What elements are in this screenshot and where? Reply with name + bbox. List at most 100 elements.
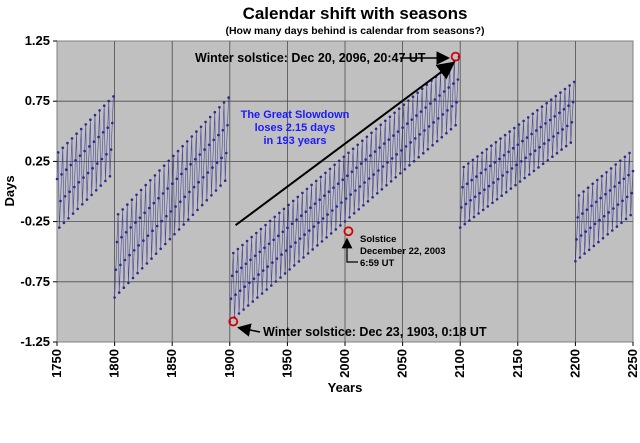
data-point bbox=[91, 167, 94, 170]
highlight-point bbox=[228, 316, 239, 327]
data-point bbox=[139, 188, 143, 192]
data-point bbox=[341, 178, 345, 181]
data-point bbox=[153, 174, 157, 177]
data-point bbox=[288, 268, 292, 271]
data-point bbox=[70, 137, 74, 140]
y-axis-ticks: 1.25 0.75 0.25 -0.25 -0.75 -1.25 bbox=[20, 33, 57, 349]
data-point bbox=[357, 208, 361, 211]
x-tick-label: 1900 bbox=[222, 349, 237, 378]
data-point bbox=[204, 120, 207, 124]
data-point bbox=[379, 123, 383, 127]
data-point bbox=[305, 187, 309, 191]
highlight-point bbox=[450, 51, 461, 62]
data-point bbox=[298, 237, 302, 240]
data-point bbox=[560, 148, 563, 151]
data-point bbox=[433, 98, 437, 101]
data-point bbox=[140, 267, 144, 270]
data-point bbox=[90, 193, 93, 197]
data-point bbox=[172, 154, 175, 158]
x-tick-label: 1850 bbox=[164, 349, 179, 378]
data-point bbox=[267, 242, 271, 246]
data-point bbox=[296, 195, 300, 199]
data-point bbox=[79, 127, 83, 131]
data-point bbox=[259, 227, 263, 231]
data-point bbox=[589, 226, 592, 230]
data-point bbox=[441, 113, 445, 116]
data-point bbox=[177, 228, 181, 231]
data-point bbox=[395, 153, 399, 156]
data-point bbox=[131, 276, 135, 280]
data-point bbox=[613, 185, 616, 188]
data-point bbox=[264, 223, 267, 227]
data-point bbox=[373, 150, 377, 153]
data-point bbox=[310, 183, 313, 187]
data-point bbox=[198, 153, 202, 156]
data-point bbox=[545, 101, 548, 105]
data-point bbox=[389, 180, 393, 183]
data-point bbox=[490, 144, 493, 147]
data-point bbox=[558, 111, 561, 115]
data-point bbox=[571, 100, 575, 104]
data-point bbox=[219, 184, 222, 187]
data-point bbox=[540, 105, 544, 108]
data-point bbox=[606, 233, 609, 236]
data-point bbox=[281, 230, 285, 234]
data-point bbox=[463, 222, 467, 226]
data-point bbox=[167, 159, 170, 163]
data-point bbox=[312, 225, 316, 228]
data-point bbox=[152, 201, 156, 205]
data-point bbox=[223, 179, 227, 182]
data-point bbox=[564, 144, 568, 148]
data-point bbox=[579, 234, 583, 237]
data-point bbox=[378, 146, 381, 149]
data-point bbox=[127, 281, 130, 285]
data-point bbox=[218, 106, 221, 109]
data-point bbox=[552, 135, 555, 138]
data-point bbox=[137, 244, 141, 247]
data-point bbox=[132, 249, 136, 252]
data-point bbox=[554, 94, 558, 98]
data-point bbox=[593, 222, 597, 226]
data-point bbox=[523, 176, 526, 180]
data-point bbox=[282, 207, 286, 211]
data-point bbox=[423, 129, 426, 132]
data-point bbox=[524, 156, 528, 160]
data-point bbox=[213, 110, 217, 114]
data-point bbox=[220, 156, 223, 160]
data-point bbox=[520, 160, 523, 163]
annotation-winter-1903: Winter solstice: Dec 23, 1903, 0:18 UT bbox=[263, 325, 487, 339]
data-point bbox=[170, 182, 174, 185]
data-point bbox=[124, 231, 128, 234]
data-point bbox=[462, 165, 466, 169]
series-segment-line bbox=[229, 56, 460, 322]
data-point bbox=[337, 159, 341, 163]
data-point bbox=[485, 148, 489, 151]
data-point bbox=[477, 212, 480, 215]
data-point bbox=[279, 276, 282, 279]
data-point bbox=[400, 149, 403, 152]
data-point bbox=[295, 218, 298, 221]
data-point bbox=[438, 94, 441, 97]
data-point bbox=[625, 195, 629, 199]
data-point bbox=[191, 213, 195, 217]
data-point bbox=[311, 248, 315, 251]
annotation-2003-pointer bbox=[341, 237, 358, 263]
data-point bbox=[129, 226, 132, 229]
data-point bbox=[169, 210, 173, 213]
data-point bbox=[591, 182, 594, 186]
data-point bbox=[83, 149, 86, 153]
data-point bbox=[594, 200, 598, 204]
data-point bbox=[183, 195, 187, 199]
data-point bbox=[491, 201, 494, 205]
data-point bbox=[73, 185, 76, 189]
data-point bbox=[166, 187, 169, 190]
data-point bbox=[584, 230, 588, 233]
data-point bbox=[414, 137, 417, 140]
data-point bbox=[335, 205, 339, 208]
data-point bbox=[538, 145, 541, 149]
data-point bbox=[385, 184, 388, 187]
data-point bbox=[627, 173, 630, 177]
data-point bbox=[536, 109, 539, 112]
data-point bbox=[517, 123, 521, 126]
data-point bbox=[464, 202, 468, 206]
